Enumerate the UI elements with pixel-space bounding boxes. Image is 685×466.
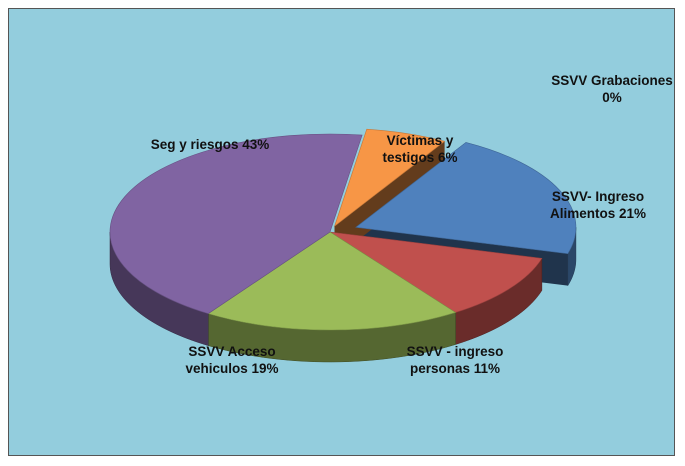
data-label: SSVV Grabaciones 0% bbox=[547, 72, 677, 106]
slice-value: 0% bbox=[602, 90, 622, 105]
slice-name: SSVV Acceso vehiculos bbox=[185, 344, 276, 376]
slice bbox=[355, 142, 577, 254]
slice-face bbox=[334, 141, 445, 259]
slice-name: Seg y riesgos bbox=[150, 137, 239, 152]
slice-value: 11% bbox=[473, 361, 501, 376]
slice bbox=[207, 231, 457, 331]
data-label: Seg y riesgos 43% bbox=[150, 136, 270, 153]
slice-value: 6% bbox=[438, 150, 458, 165]
slice bbox=[329, 231, 543, 313]
slice bbox=[334, 128, 446, 227]
data-label: Víctimas y testigos 6% bbox=[370, 132, 470, 166]
data-label: SSVV - ingreso personas 11% bbox=[395, 343, 515, 377]
slice-value: 43% bbox=[242, 137, 270, 152]
slice-name: SSVV Grabaciones bbox=[551, 73, 673, 88]
slice-value: 21% bbox=[619, 206, 647, 221]
data-label: SSVV Acceso vehiculos 19% bbox=[167, 343, 297, 377]
slice-name: Víctimas y testigos bbox=[382, 133, 454, 165]
slice bbox=[109, 133, 363, 314]
slice-value: 19% bbox=[251, 361, 279, 376]
slice-name: SSVV- Ingreso Alimentos bbox=[549, 189, 645, 221]
slice-name: SSVV - ingreso personas bbox=[406, 344, 504, 376]
data-label: SSVV- Ingreso Alimentos 21% bbox=[543, 188, 653, 222]
